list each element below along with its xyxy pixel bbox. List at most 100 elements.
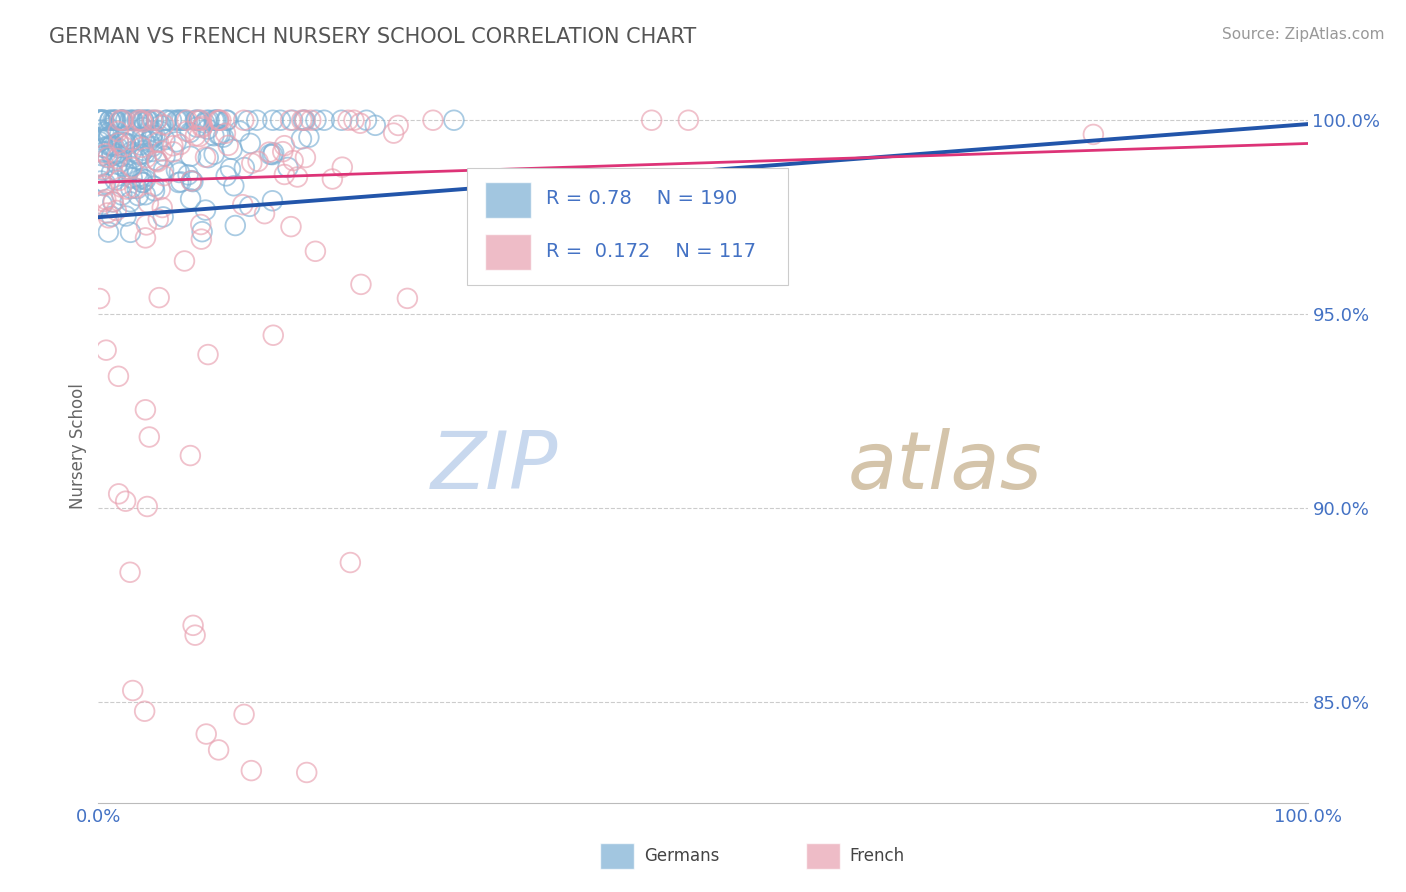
Point bbox=[262, 194, 284, 208]
Point bbox=[115, 162, 138, 177]
Point bbox=[115, 209, 138, 223]
Point bbox=[134, 172, 156, 186]
Point bbox=[294, 151, 316, 165]
Point bbox=[90, 148, 112, 162]
Point bbox=[349, 116, 371, 130]
Point bbox=[208, 113, 231, 128]
Point bbox=[94, 146, 117, 161]
Point bbox=[232, 197, 254, 211]
Text: ZIP: ZIP bbox=[430, 428, 558, 507]
Point bbox=[89, 159, 111, 173]
Point bbox=[330, 160, 353, 174]
Point bbox=[162, 145, 184, 159]
Point bbox=[90, 113, 112, 128]
Point bbox=[280, 219, 302, 234]
Point bbox=[114, 136, 136, 151]
Text: atlas: atlas bbox=[848, 428, 1043, 507]
Point bbox=[127, 188, 149, 202]
Point bbox=[118, 136, 141, 151]
Point bbox=[240, 764, 263, 778]
Point bbox=[122, 113, 145, 128]
Point bbox=[292, 113, 315, 128]
Point bbox=[640, 113, 662, 128]
Point bbox=[98, 138, 121, 153]
Point bbox=[90, 133, 112, 147]
Point bbox=[304, 244, 326, 259]
Point bbox=[291, 113, 314, 128]
Point bbox=[112, 129, 135, 144]
Point bbox=[233, 707, 256, 722]
Point bbox=[135, 113, 157, 128]
Point bbox=[132, 144, 155, 158]
Point bbox=[330, 113, 353, 128]
Point bbox=[152, 210, 174, 224]
Point bbox=[155, 113, 177, 128]
Text: Germans: Germans bbox=[644, 847, 718, 865]
Point bbox=[127, 165, 149, 179]
Point bbox=[118, 113, 141, 128]
Point bbox=[110, 150, 132, 164]
Point bbox=[91, 197, 114, 211]
Point bbox=[176, 113, 198, 128]
Point bbox=[208, 128, 231, 142]
Point bbox=[167, 176, 190, 190]
Point bbox=[107, 136, 129, 150]
Point bbox=[222, 178, 245, 193]
Point bbox=[170, 113, 193, 128]
Point bbox=[114, 113, 136, 128]
Point bbox=[236, 113, 259, 128]
Point bbox=[117, 167, 139, 181]
Point bbox=[247, 154, 270, 169]
Point bbox=[143, 179, 166, 194]
Point bbox=[101, 147, 124, 161]
Point bbox=[104, 113, 127, 128]
Point bbox=[294, 113, 316, 128]
Point bbox=[128, 113, 150, 128]
Point bbox=[146, 154, 169, 169]
Point bbox=[112, 159, 135, 173]
Point bbox=[169, 113, 191, 128]
Point bbox=[142, 113, 165, 128]
Point bbox=[180, 173, 202, 187]
Point bbox=[239, 136, 262, 151]
Point bbox=[281, 113, 304, 128]
Point bbox=[215, 113, 238, 128]
Point bbox=[128, 113, 150, 128]
Text: French: French bbox=[849, 847, 904, 865]
Point bbox=[98, 113, 121, 128]
Point bbox=[107, 369, 129, 384]
Point bbox=[153, 118, 176, 132]
Point bbox=[107, 124, 129, 138]
Point bbox=[179, 449, 201, 463]
Point bbox=[176, 124, 198, 138]
Point bbox=[150, 201, 173, 215]
Point bbox=[152, 162, 174, 177]
Point bbox=[110, 180, 132, 194]
Point bbox=[134, 133, 156, 147]
Point bbox=[152, 169, 174, 183]
Point bbox=[104, 173, 127, 187]
Point bbox=[125, 113, 148, 128]
Point bbox=[156, 113, 179, 128]
Point bbox=[129, 147, 152, 161]
Point bbox=[134, 146, 156, 161]
Point bbox=[188, 129, 211, 144]
Point bbox=[141, 131, 163, 145]
Point bbox=[134, 187, 156, 202]
Point bbox=[91, 163, 114, 178]
Point bbox=[215, 169, 238, 183]
Point bbox=[173, 254, 195, 268]
Point bbox=[93, 113, 115, 128]
Point bbox=[166, 113, 188, 128]
Point bbox=[120, 159, 142, 173]
Point bbox=[350, 277, 373, 292]
Point bbox=[337, 113, 360, 128]
Point bbox=[387, 119, 409, 133]
Point bbox=[179, 125, 201, 139]
Point bbox=[148, 291, 170, 305]
Point bbox=[103, 194, 125, 209]
Point bbox=[678, 113, 700, 128]
Point bbox=[153, 149, 176, 163]
Point bbox=[132, 113, 155, 128]
Point bbox=[131, 176, 153, 190]
